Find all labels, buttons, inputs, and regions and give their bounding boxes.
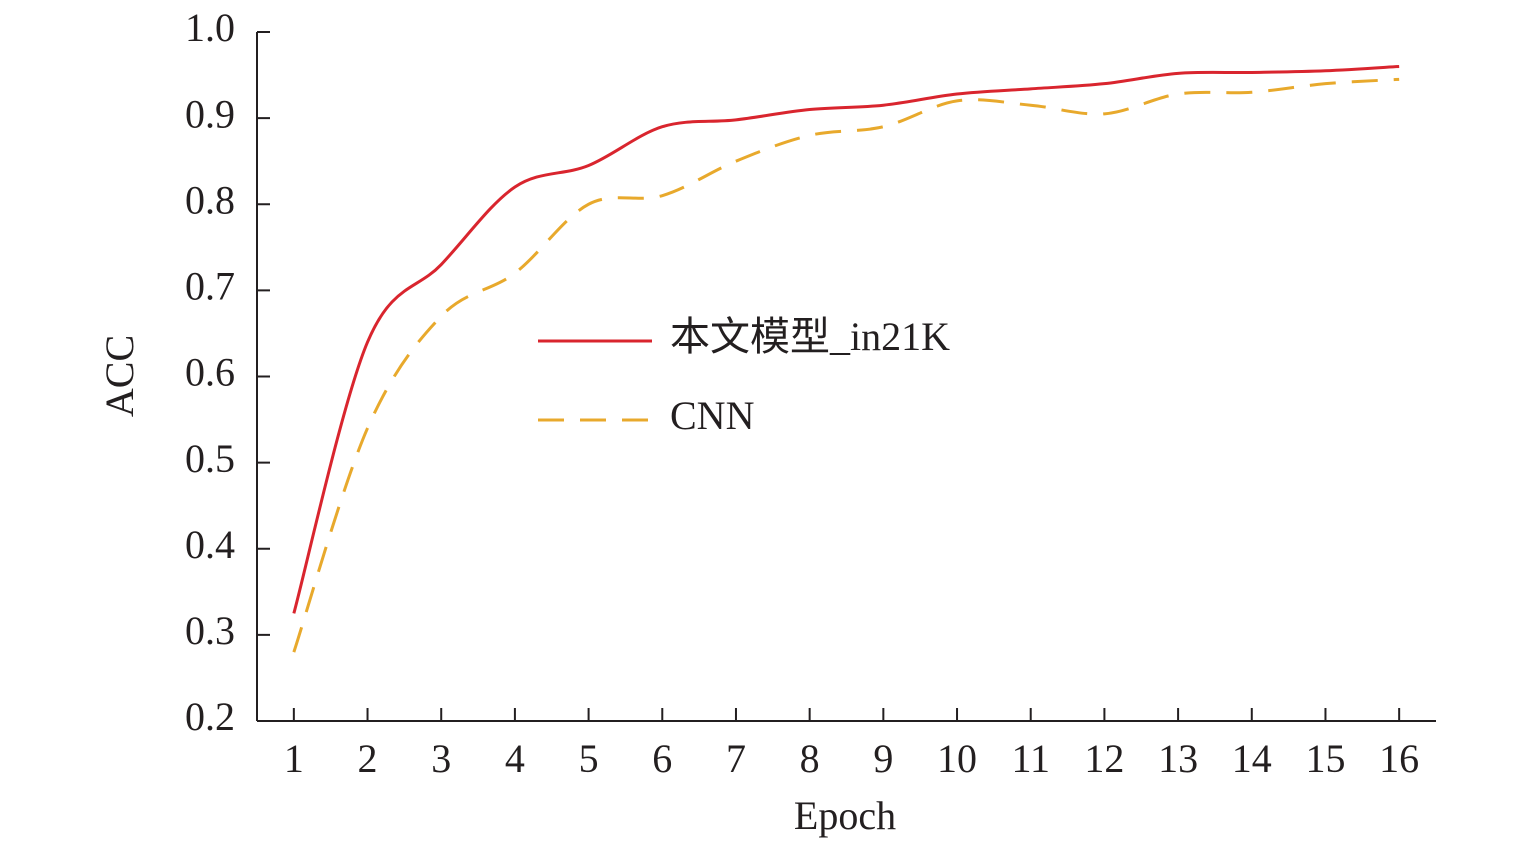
line (292, 77, 1400, 653)
y-tick-label: 0.6 (185, 350, 235, 395)
x-tick-label: 2 (358, 736, 378, 781)
x-tick-label: 3 (431, 736, 451, 781)
x-tick-label: 4 (505, 736, 525, 781)
x-tick-label: 13 (1158, 736, 1198, 781)
x-tick-label: 6 (652, 736, 672, 781)
x-tick-label: 9 (873, 736, 893, 781)
line (292, 64, 1400, 614)
x-tick-label: 7 (726, 736, 746, 781)
legend-label: 本文模型_in21K (670, 314, 950, 359)
y-tick-label: 0.7 (185, 264, 235, 309)
x-tick-label: 1 (284, 736, 304, 781)
y-tick-label: 0.4 (185, 522, 235, 567)
y-tick-label: 1.0 (185, 5, 235, 50)
y-tick-label: 0.2 (185, 694, 235, 739)
x-tick-label: 16 (1379, 736, 1419, 781)
y-tick-label: 0.3 (185, 608, 235, 653)
legend-label: CNN (670, 393, 754, 438)
x-tick-label: 15 (1305, 736, 1345, 781)
x-tick-label: 8 (800, 736, 820, 781)
y-tick-label: 0.5 (185, 436, 235, 481)
y-tick-label: 0.9 (185, 91, 235, 136)
x-tick-label: 11 (1011, 736, 1050, 781)
x-tick-label: 12 (1084, 736, 1124, 781)
x-tick-label: 10 (937, 736, 977, 781)
x-axis-label: Epoch (794, 793, 896, 838)
x-tick-label: 14 (1232, 736, 1272, 781)
y-axis-label: ACC (97, 335, 142, 417)
x-tick-label: 5 (579, 736, 599, 781)
y-tick-label: 0.8 (185, 177, 235, 222)
